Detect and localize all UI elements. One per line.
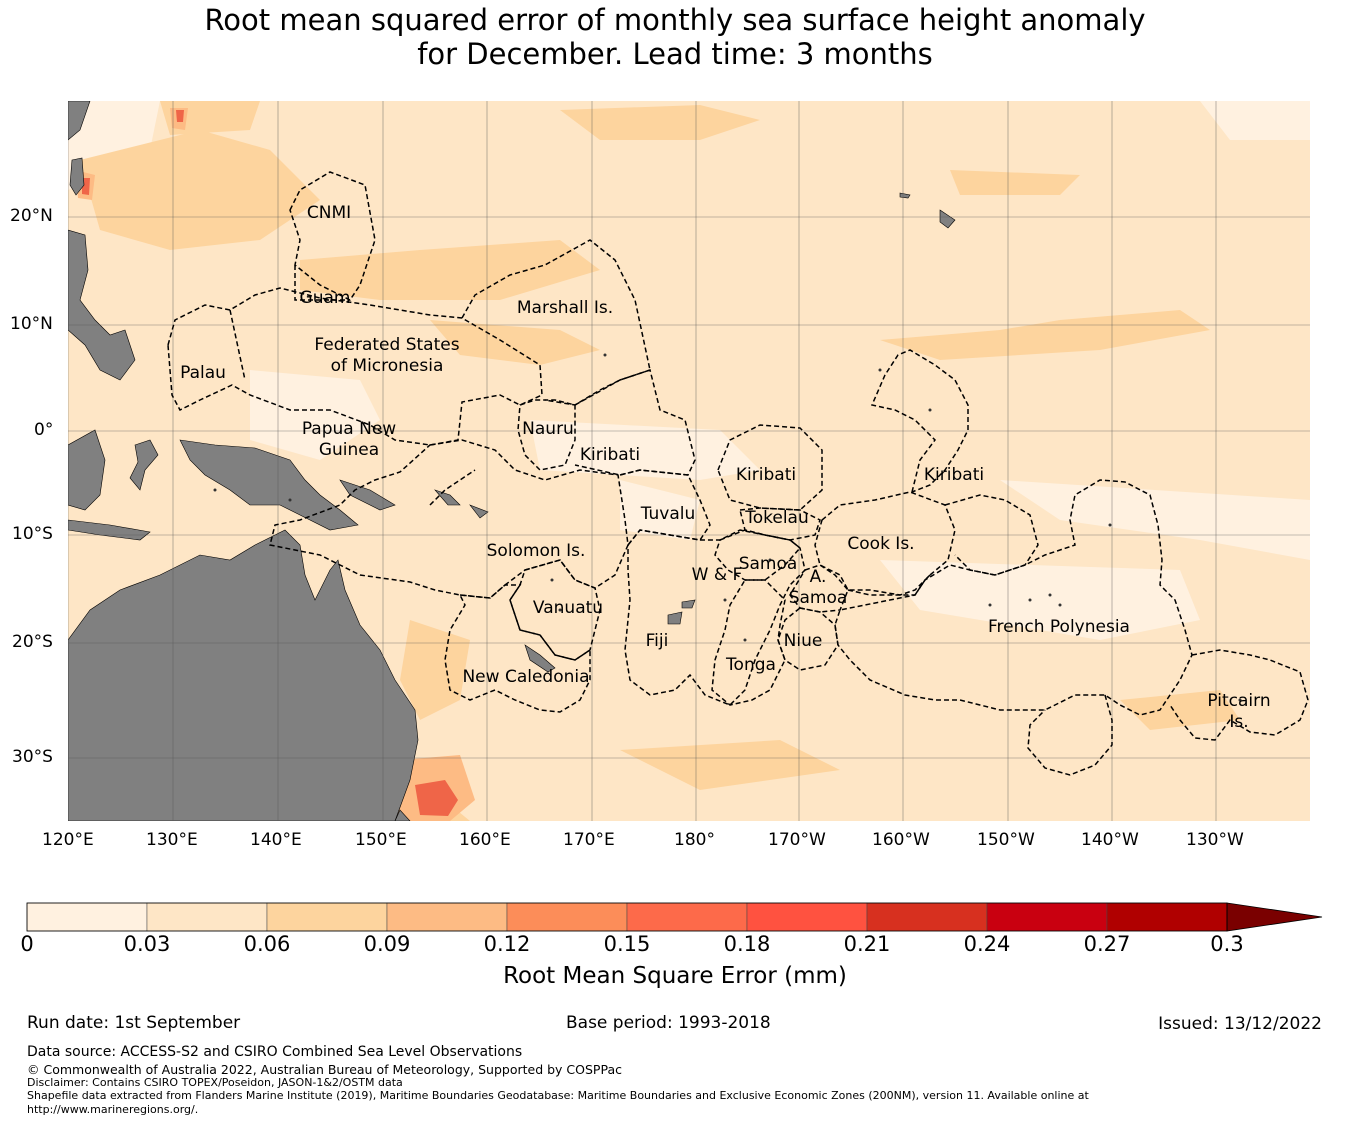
lat-label: 10°S — [12, 524, 53, 544]
region-label: Kiribati — [924, 465, 984, 485]
rmse-map: CNMI Guam Marshall Is. Federated States … — [68, 101, 1310, 821]
colorbar-segment — [146, 902, 268, 932]
small-islands — [213, 353, 1242, 702]
colorbar-tick-label: 0.15 — [603, 932, 651, 956]
lat-label: 20°N — [10, 206, 53, 226]
lat-label: 20°S — [12, 632, 53, 652]
region-label: Vanuatu — [533, 598, 603, 618]
lon-label: 140°W — [1081, 830, 1139, 850]
colorbar-segment — [626, 902, 748, 932]
lat-label: 30°S — [12, 747, 53, 767]
lon-label: 120°E — [42, 830, 94, 850]
region-label: Papua New — [302, 419, 396, 439]
colorbar-segment — [506, 902, 628, 932]
colorbar-segment — [1106, 902, 1228, 932]
lon-label: 170°E — [563, 830, 615, 850]
lon-label: 160°E — [459, 830, 511, 850]
region-label: Kiribati — [736, 465, 796, 485]
region-label: Federated States — [314, 335, 459, 355]
region-label: Guinea — [319, 440, 379, 460]
region-label: Cook Is. — [847, 534, 914, 554]
ocean-mid-areas — [80, 101, 1240, 821]
colorbar-frame — [26, 902, 1228, 932]
lon-label: 140°E — [250, 830, 302, 850]
region-label: Tokelau — [744, 508, 809, 528]
region-label: Fiji — [646, 631, 669, 651]
colorbar-tick-label: 0.06 — [243, 932, 291, 956]
colorbar-segment — [386, 902, 508, 932]
data-source: Data source: ACCESS-S2 and CSIRO Combine… — [27, 1044, 523, 1060]
region-label: CNMI — [307, 203, 351, 223]
lon-label: 170°W — [768, 830, 826, 850]
colorbar-tick-label: 0.18 — [723, 932, 771, 956]
colorbar-tick-label: 0.21 — [843, 932, 891, 956]
eez-boundaries — [167, 171, 1309, 776]
colorbar-tick-label: 0.3 — [1210, 932, 1244, 956]
colorbar-extend-triangle — [1226, 902, 1323, 932]
lon-label: 180° — [674, 830, 715, 850]
shapefile-credit: Shapefile data extracted from Flanders M… — [27, 1089, 1089, 1102]
colorbar-label: Root Mean Square Error (mm) — [503, 963, 847, 989]
lat-label: 10°N — [10, 314, 53, 334]
region-label: Is. — [1229, 712, 1248, 732]
colorbar-segment — [866, 902, 988, 932]
region-label: Samoa — [739, 554, 798, 574]
issued-date: Issued: 13/12/2022 — [1158, 1014, 1322, 1034]
run-date: Run date: 1st September — [27, 1013, 241, 1033]
colorbar-tick-label: 0.27 — [1083, 932, 1131, 956]
lon-label: 150°W — [977, 830, 1035, 850]
region-label: Tonga — [725, 655, 776, 675]
region-label: A. — [810, 567, 827, 587]
region-label: Tuvalu — [640, 504, 696, 524]
region-label: Palau — [180, 363, 226, 383]
graticule — [68, 101, 1310, 821]
lon-label: 130°E — [146, 830, 198, 850]
region-label: Pitcairn — [1207, 691, 1270, 711]
colorbar-tick-label: 0.09 — [363, 932, 411, 956]
colorbar-segment — [266, 902, 388, 932]
region-label: Niue — [784, 631, 823, 651]
colorbar-tick-label: 0.24 — [963, 932, 1011, 956]
region-label: Guam — [300, 288, 351, 308]
lat-label: 0° — [34, 420, 54, 440]
chart-title-line-2: for December. Lead time: 3 months — [417, 37, 933, 71]
region-label: Marshall Is. — [517, 298, 613, 318]
lon-label: 160°W — [872, 830, 930, 850]
region-label: French Polynesia — [988, 617, 1130, 637]
region-label: Kiribati — [580, 445, 640, 465]
land-masses — [68, 101, 956, 821]
region-labels: CNMI Guam Marshall Is. Federated States … — [180, 203, 1271, 732]
rmse-hotspot — [82, 110, 458, 816]
region-label: of Micronesia — [331, 356, 444, 376]
copyright: © Commonwealth of Australia 2022, Austra… — [27, 1062, 622, 1077]
region-label: Samoa — [789, 588, 848, 608]
colorbar-tick-label: 0.03 — [123, 932, 171, 956]
chart-title-line-1: Root mean squared error of monthly sea s… — [204, 3, 1146, 37]
colorbar-segment — [26, 902, 148, 932]
region-label: Solomon Is. — [487, 541, 586, 561]
region-label: W & F — [692, 565, 743, 585]
colorbar-segment — [986, 902, 1108, 932]
base-period: Base period: 1993-2018 — [566, 1013, 771, 1033]
colorbar — [26, 902, 1323, 932]
colorbar-tick-label: 0 — [20, 932, 34, 956]
colorbar-segment — [746, 902, 868, 932]
region-label: New Caledonia — [462, 667, 589, 687]
colorbar-tick-label: 0.12 — [483, 932, 531, 956]
region-label: Nauru — [522, 419, 574, 439]
disclaimer: Disclaimer: Contains CSIRO TOPEX/Poseido… — [27, 1076, 403, 1089]
source-url: http://www.marineregions.org/. — [27, 1103, 199, 1116]
lon-label: 130°W — [1186, 830, 1244, 850]
lon-label: 150°E — [355, 830, 407, 850]
